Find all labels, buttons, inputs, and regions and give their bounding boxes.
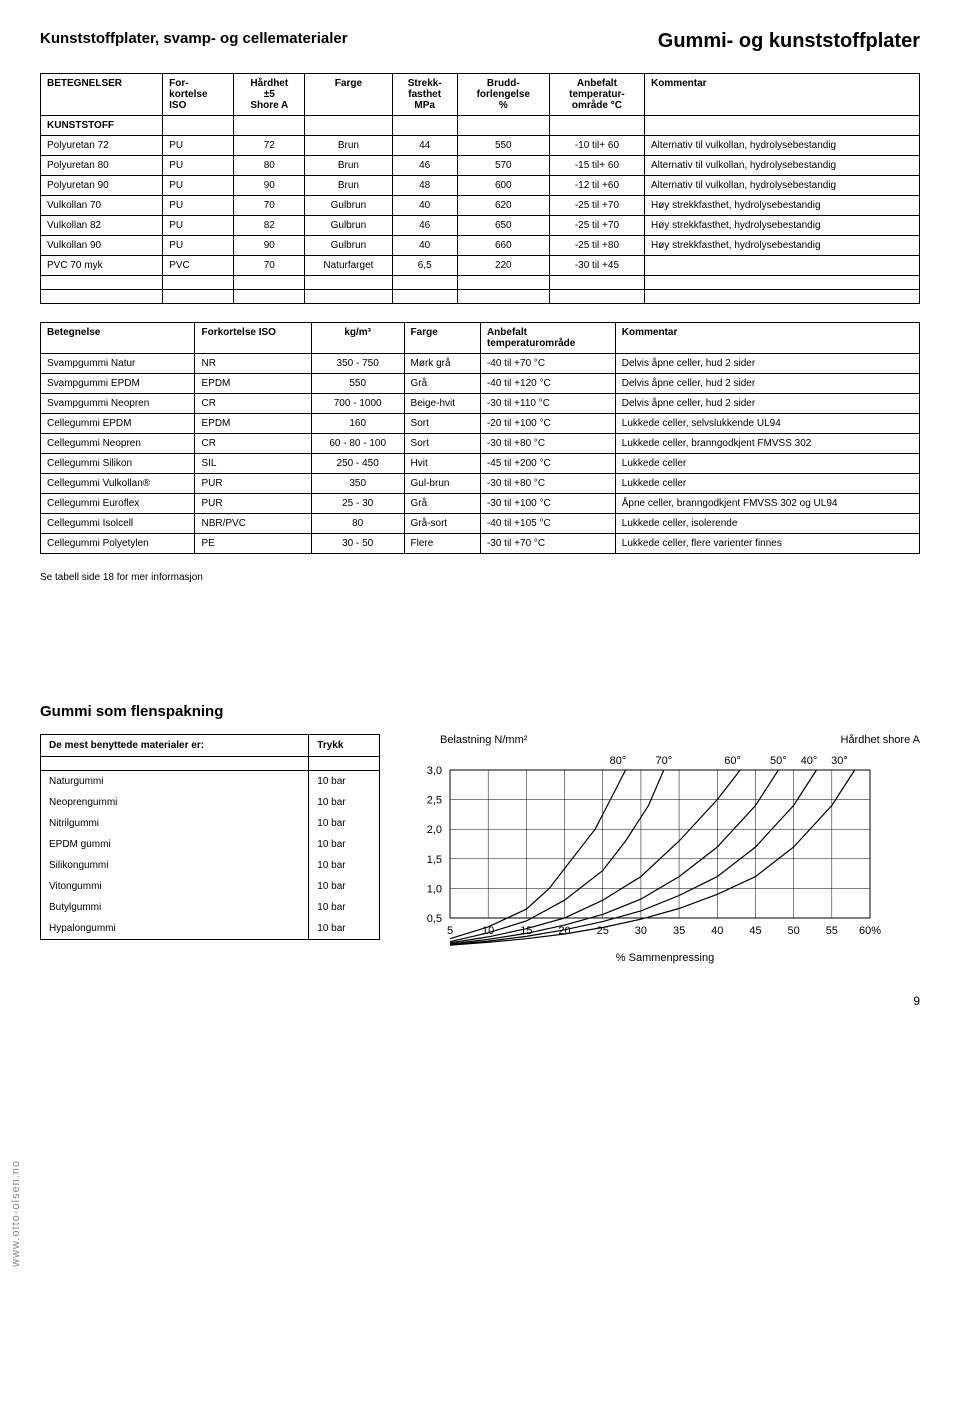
svg-text:50: 50: [788, 925, 800, 937]
table-row: Cellegummi NeoprenCR60 - 80 - 100Sort-30…: [41, 434, 920, 454]
section-label: KUNSTSTOFF: [41, 116, 163, 136]
table-row: Cellegummi EPDMEPDM160Sort-20 til +100 °…: [41, 414, 920, 434]
svg-text:50°: 50°: [770, 755, 787, 767]
chart-y-title: Belastning N/mm²: [440, 734, 527, 746]
table-row: Polyuretan 90PU90Brun48600-12 til +60Alt…: [41, 176, 920, 196]
table-row: Naturgummi10 bar: [41, 771, 380, 793]
table-row: Vulkollan 90PU90Gulbrun40660-25 til +80H…: [41, 236, 920, 256]
chart-svg: 3,02,52,01,51,00,55101520253035404550556…: [410, 738, 890, 948]
table-row: Cellegummi EuroflexPUR25 - 30Grå-30 til …: [41, 494, 920, 514]
table-row: Silikongummi10 bar: [41, 855, 380, 876]
table-header: Anbefalttemperaturområde: [480, 323, 615, 354]
svg-text:2,0: 2,0: [427, 824, 442, 836]
table-header: Brudd-forlengelse%: [457, 74, 549, 116]
section-subtitle: Kunststoffplater, svamp- og cellemateria…: [40, 30, 348, 47]
table-row: Nitrilgummi10 bar: [41, 813, 380, 834]
table-row: Cellegummi IsolcellNBR/PVC80Grå-sort-40 …: [41, 514, 920, 534]
table-row: EPDM gummi10 bar: [41, 834, 380, 855]
table-header: Farge: [305, 74, 392, 116]
table-header: Strekk-fasthetMPa: [392, 74, 457, 116]
table-row: PVC 70 mykPVC70Naturfarget6,5220-30 til …: [41, 256, 920, 276]
table-header: Hårdhet±5Shore A: [234, 74, 305, 116]
svg-text:60°: 60°: [724, 755, 741, 767]
page-number: 9: [40, 994, 920, 1008]
svg-text:3,0: 3,0: [427, 765, 442, 777]
svg-text:55: 55: [826, 925, 838, 937]
svg-text:0,5: 0,5: [427, 913, 442, 925]
page-title: Gummi- og kunststoffplater: [658, 30, 920, 53]
table-row: Svampgummi NeoprenCR700 - 1000Beige-hvit…: [41, 394, 920, 414]
materials-th-pressure: Trykk: [309, 735, 380, 757]
table-row: Svampgummi EPDMEPDM550Grå-40 til +120 °C…: [41, 374, 920, 394]
materials-th-name: De mest benyttede materialer er:: [41, 735, 309, 757]
chart-x-label: % Sammenpressing: [410, 952, 920, 964]
table-row: Hypalongummi10 bar: [41, 918, 380, 940]
table-row: Vitongummi10 bar: [41, 876, 380, 897]
side-url-label: www.otto-olsen.no: [10, 1160, 22, 1267]
hardness-chart: Belastning N/mm² Hårdhet shore A 3,0 2,5 2…: [410, 734, 920, 964]
table-header: Kommentar: [615, 323, 919, 354]
svg-text:30°: 30°: [831, 755, 848, 767]
table-row: Vulkollan 82PU82Gulbrun46650-25 til +70H…: [41, 216, 920, 236]
svg-text:30: 30: [635, 925, 647, 937]
table-header: Betegnelse: [41, 323, 195, 354]
table-header: Farge: [404, 323, 480, 354]
svg-text:60%: 60%: [859, 925, 881, 937]
cell-materials-table: BetegnelseForkortelse ISOkg/m³FargeAnbef…: [40, 322, 920, 554]
table-header: BETEGNELSER: [41, 74, 163, 116]
table-row: Polyuretan 80PU80Brun46570-15 til+ 60Alt…: [41, 156, 920, 176]
svg-text:40°: 40°: [801, 755, 818, 767]
chart-right-title: Hårdhet shore A: [841, 734, 921, 746]
table-row: Neoprengummi10 bar: [41, 792, 380, 813]
table-row: Polyuretan 72PU72Brun44550-10 til+ 60Alt…: [41, 136, 920, 156]
table-row: Cellegummi PolyetylenPE30 - 50Flere-30 t…: [41, 534, 920, 554]
svg-text:70°: 70°: [655, 755, 672, 767]
kunststoff-table: BETEGNELSERFor-kortelseISOHårdhet±5Shore…: [40, 73, 920, 304]
svg-text:35: 35: [673, 925, 685, 937]
svg-text:80°: 80°: [610, 755, 627, 767]
svg-text:1,5: 1,5: [427, 854, 442, 866]
table-header: Kommentar: [645, 74, 920, 116]
table-header: For-kortelseISO: [163, 74, 234, 116]
svg-text:5: 5: [447, 925, 453, 937]
materials-table: De mest benyttede materialer er: Trykk N…: [40, 734, 380, 940]
svg-text:40: 40: [711, 925, 723, 937]
svg-text:45: 45: [749, 925, 761, 937]
table-header: Forkortelse ISO: [195, 323, 311, 354]
svg-text:2,5: 2,5: [427, 795, 442, 807]
note-text: Se tabell side 18 for mer informasjon: [40, 572, 920, 583]
flange-heading: Gummi som flenspakning: [40, 703, 920, 720]
table-header: Anbefalttemperatur-område °C: [549, 74, 644, 116]
svg-text:1,0: 1,0: [427, 883, 442, 895]
table-row: Butylgummi10 bar: [41, 897, 380, 918]
table-row: Svampgummi NaturNR350 - 750Mørk grå-40 t…: [41, 354, 920, 374]
table-row: Cellegummi SilikonSIL250 - 450Hvit-45 ti…: [41, 454, 920, 474]
table-row: Cellegummi Vulkollan®PUR350Gul-brun-30 t…: [41, 474, 920, 494]
table-header: kg/m³: [311, 323, 404, 354]
table-row: Vulkollan 70PU70Gulbrun40620-25 til +70H…: [41, 196, 920, 216]
